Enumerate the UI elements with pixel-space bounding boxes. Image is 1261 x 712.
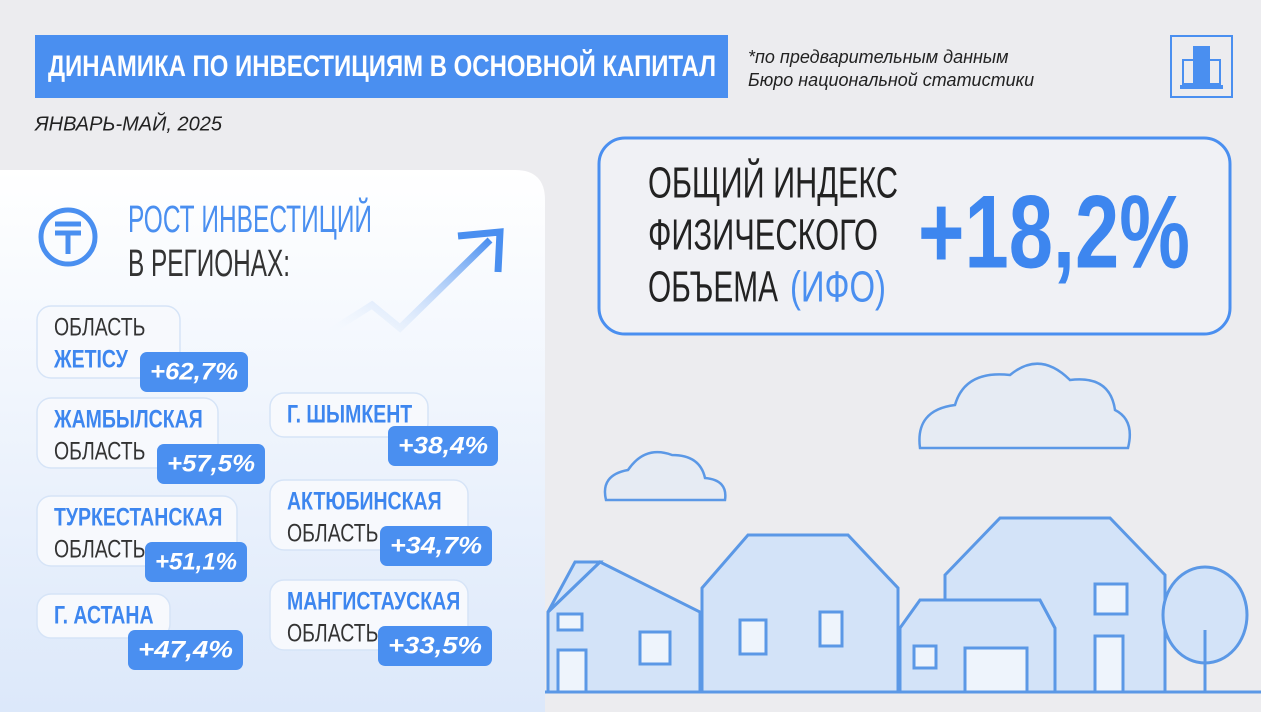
region-name: Г. АСТАНА [54, 601, 154, 629]
houses [545, 516, 1261, 694]
region-type: ОБЛАСТЬ [54, 313, 145, 341]
region-name: Г. ШЫМКЕНТ [287, 400, 412, 428]
region-value-pill [145, 542, 247, 582]
period: ЯНВАРЬ-МАЙ, 2025 [34, 112, 223, 135]
region-value: +57,5% [167, 450, 255, 477]
growth-arrow [318, 237, 493, 341]
regions: ОБЛАСТЬ ЖЕТІСУ +62,7% ЖАМБЫЛСКАЯ ОБЛАСТЬ +57,… [36, 305, 498, 670]
cloud [603, 450, 727, 502]
region-value: +34,7% [390, 532, 482, 559]
title-bar [35, 35, 728, 98]
regions-heading: РОСТ ИНВЕСТИЦИЙ [128, 196, 372, 241]
index-label: ОБЩИЙ ИНДЕКС [648, 157, 898, 208]
region-value-pill [128, 630, 243, 670]
index-label: ФИЗИЧЕСКОГО [648, 211, 878, 260]
region-value-pill [140, 352, 248, 392]
region-type: ОБЛАСТЬ [287, 619, 378, 647]
note: *по предварительным данным [748, 47, 1009, 67]
region-type: ОБЛАСТЬ [54, 535, 145, 563]
region-value-pill [378, 626, 492, 666]
index-box [597, 136, 1232, 336]
regions-heading: В РЕГИОНАХ: [128, 243, 290, 285]
region-value: +33,5% [388, 632, 482, 659]
growth-arrow-head [457, 228, 504, 273]
region-name: ТУРКЕСТАНСКАЯ [54, 503, 222, 531]
region-value: +51,1% [155, 548, 237, 575]
region-name: АКТЮБИНСКАЯ [287, 487, 442, 515]
region-value: +38,4% [398, 432, 488, 459]
index-abbr: (ИФО) [790, 263, 886, 312]
region-value-pill [388, 426, 498, 466]
region-type: ОБЛАСТЬ [287, 519, 378, 547]
region-value: +47,4% [138, 636, 233, 663]
index-value: +18,2% [918, 174, 1190, 290]
region-name: ЖАМБЫЛСКАЯ [53, 405, 203, 433]
region-name: ЖЕТІСУ [53, 345, 129, 373]
region-type: ОБЛАСТЬ [54, 437, 145, 465]
title: ДИНАМИКА ПО ИНВЕСТИЦИЯМ В ОСНОВНОЙ КАПИТ… [48, 49, 716, 83]
tenge-icon [38, 207, 98, 267]
region-value-pill [380, 526, 492, 566]
cloud [918, 362, 1132, 450]
region-value-pill [157, 444, 265, 484]
region-card [36, 593, 171, 639]
region-card [269, 392, 429, 438]
region-name: МАНГИСТАУСКАЯ [287, 587, 460, 615]
region-value: +62,7% [150, 358, 238, 385]
logo [1170, 35, 1233, 98]
note: Бюро национальной статистики [748, 70, 1034, 90]
index-label: ОБЪЕМА [648, 263, 778, 312]
